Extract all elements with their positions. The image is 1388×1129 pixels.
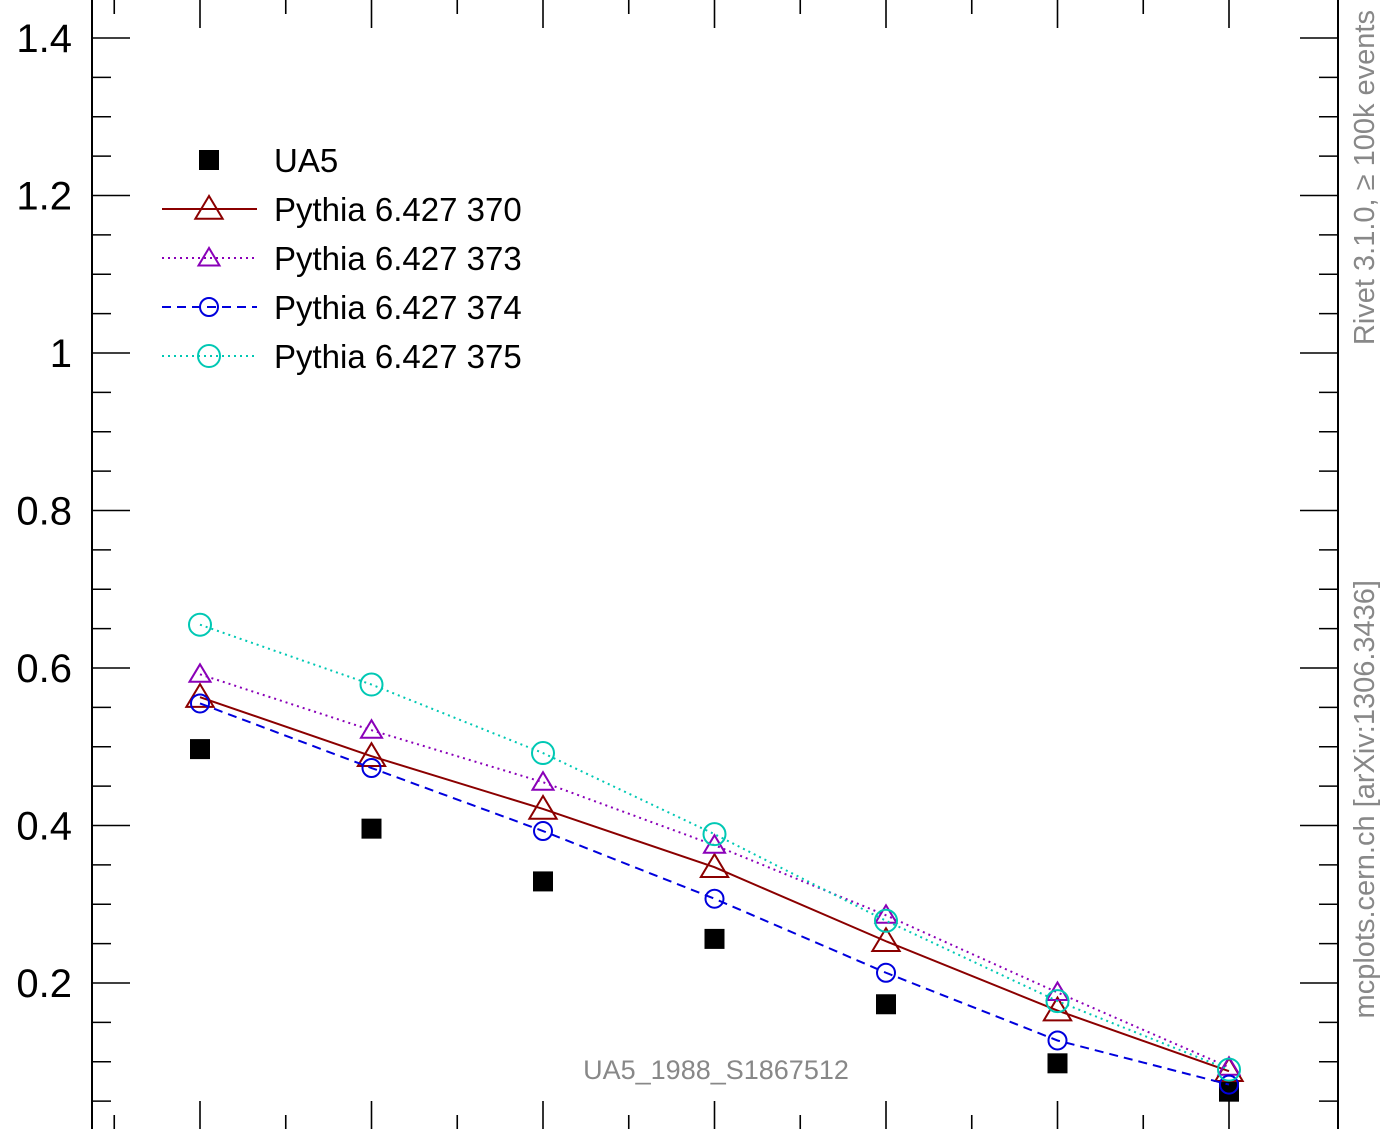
legend: UA5 Pythia 6.427 370 Pythia 6.427 373 Pythi…	[162, 142, 522, 375]
data-point	[704, 888, 725, 909]
data-point	[190, 739, 210, 760]
y-tick-label: 1.2	[16, 175, 72, 219]
data-point	[184, 682, 216, 708]
y-tick-label: 0.4	[16, 805, 72, 849]
data-point	[533, 821, 553, 842]
data-point	[197, 344, 221, 368]
data-point	[876, 962, 896, 983]
data-point	[1219, 1074, 1239, 1095]
legend-entry: Pythia 6.427 373	[162, 240, 522, 277]
data-point	[199, 297, 219, 317]
data-point	[873, 903, 899, 924]
y-tick-label: 1.4	[16, 17, 72, 61]
series-line	[199, 702, 1230, 1086]
series-4	[188, 612, 1241, 1082]
mcplots-side-label: mcplots.cern.ch [arXiv:1306.3436]	[1349, 580, 1381, 1018]
series-0	[190, 739, 1239, 1102]
data-point	[359, 672, 384, 697]
data-point	[193, 194, 225, 220]
data-point	[1047, 1053, 1068, 1074]
analysis-watermark: UA5_1988_S1867512	[583, 1055, 849, 1085]
data-point	[1045, 989, 1070, 1014]
series-line	[199, 673, 1230, 1069]
data-point	[874, 908, 898, 933]
data-point	[704, 928, 725, 949]
data-point	[361, 818, 382, 839]
data-point	[533, 871, 553, 892]
data-point	[188, 612, 212, 637]
legend-entry: Pythia 6.427 375	[162, 338, 522, 375]
data-point	[531, 741, 555, 766]
data-point	[1217, 1057, 1241, 1082]
legend-entry: Pythia 6.427 370	[162, 191, 522, 228]
data-point	[530, 770, 556, 791]
series-1	[184, 682, 1245, 1082]
data-point	[1047, 1030, 1068, 1051]
series-line	[199, 696, 1230, 1073]
legend-entry: UA5	[199, 142, 338, 179]
y-tick-label: 0.6	[16, 647, 72, 691]
y-tick-label: 0.2	[16, 962, 72, 1006]
series-layer	[184, 612, 1245, 1102]
axis-ticks	[91, 0, 1339, 1129]
data-point	[870, 926, 902, 953]
data-point	[699, 852, 730, 878]
data-point	[196, 246, 222, 267]
legend-entry: Pythia 6.427 374	[162, 289, 522, 326]
y-tick-labels: 0.2 0.4 0.6 0.8 1 1.2 1.4	[16, 17, 72, 1006]
legend-label: Pythia 6.427 373	[274, 240, 522, 277]
rivet-side-label: Rivet 3.1.0, ≥ 100k events	[1349, 10, 1381, 345]
data-point	[359, 718, 384, 739]
series-3	[190, 693, 1239, 1095]
data-point	[190, 693, 210, 714]
legend-label: UA5	[274, 142, 338, 179]
data-point	[1219, 1081, 1239, 1102]
data-point	[527, 794, 559, 820]
data-point	[361, 758, 382, 779]
data-point	[199, 150, 219, 170]
data-point	[187, 662, 213, 683]
data-point	[876, 994, 896, 1015]
series-2	[187, 662, 1242, 1076]
y-tick-label: 0.8	[16, 490, 72, 534]
series-line	[199, 623, 1230, 1071]
legend-label: Pythia 6.427 370	[274, 191, 522, 228]
data-point	[356, 741, 387, 767]
y-tick-label: 1	[50, 332, 72, 376]
legend-label: Pythia 6.427 375	[274, 338, 522, 375]
data-point	[702, 822, 727, 847]
legend-label: Pythia 6.427 374	[274, 289, 522, 326]
